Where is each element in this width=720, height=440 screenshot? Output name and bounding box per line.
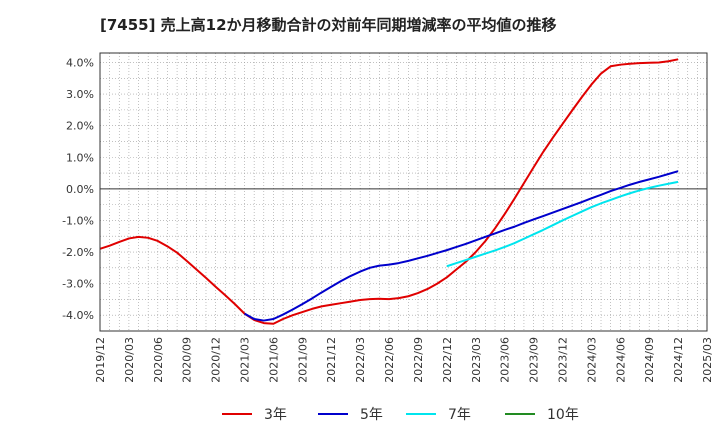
x-tick-label: 2023/12 (556, 337, 569, 383)
y-tick-label: 1.0% (66, 151, 94, 164)
y-tick-label: 4.0% (66, 56, 94, 69)
x-tick-label: 2023/06 (499, 337, 512, 383)
x-tick-label: 2023/03 (470, 337, 483, 383)
x-tick-label: 2022/09 (412, 337, 425, 383)
y-tick-label: -3.0% (62, 278, 94, 291)
x-tick-label: 2020/06 (152, 337, 165, 383)
series-line (446, 180, 679, 268)
x-tick-label: 2020/12 (210, 337, 223, 383)
x-tick-label: 2024/09 (643, 337, 656, 383)
series-line (99, 58, 679, 325)
y-tick-label: -1.0% (62, 214, 94, 227)
series-line (244, 170, 679, 322)
x-tick-label: 2023/09 (528, 337, 541, 383)
x-tick-label: 2021/12 (325, 337, 338, 383)
legend-label: 5年 (360, 407, 383, 423)
x-tick-label: 2025/03 (701, 337, 714, 383)
y-tick-label: -2.0% (62, 246, 94, 259)
x-tick-label: 2020/03 (123, 337, 136, 383)
x-tick-label: 2021/09 (296, 337, 309, 383)
x-tick-label: 2024/03 (585, 337, 598, 383)
y-tick-label: -4.0% (62, 309, 94, 322)
y-tick-label: 0.0% (66, 183, 94, 196)
x-axis-ticks: 2019/12 2020/03 2020/06 2020/09 2020/12 2021/… (94, 337, 714, 383)
x-tick-label: 2021/06 (267, 337, 280, 383)
chart-title: [7455] 売上高12か月移動合計の対前年同期増減率の平均値の推移 (100, 16, 557, 34)
y-axis-ticks: 4.0% 3.0% 2.0% 1.0% 0.0% -1.0% -2.0% -3.0% -4.0% (62, 56, 94, 322)
x-tick-label: 2024/12 (672, 337, 685, 383)
grid (99, 53, 708, 332)
x-tick-label: 2022/12 (441, 337, 454, 383)
x-tick-label: 2022/06 (383, 337, 396, 383)
y-tick-label: 2.0% (66, 120, 94, 133)
x-tick-label: 2019/12 (94, 337, 107, 383)
x-tick-label: 2022/03 (354, 337, 367, 383)
x-tick-label: 2024/06 (614, 337, 627, 383)
legend-label: 3年 (264, 407, 287, 423)
x-tick-label: 2021/03 (239, 337, 252, 383)
y-tick-label: 3.0% (66, 88, 94, 101)
legend-label: 10年 (547, 407, 579, 423)
series-lines (99, 58, 679, 325)
plot-frame (99, 52, 708, 332)
legend: 3年 5年 7年 10年 (222, 407, 579, 423)
legend-label: 7年 (448, 407, 471, 423)
x-tick-label: 2020/09 (181, 337, 194, 383)
